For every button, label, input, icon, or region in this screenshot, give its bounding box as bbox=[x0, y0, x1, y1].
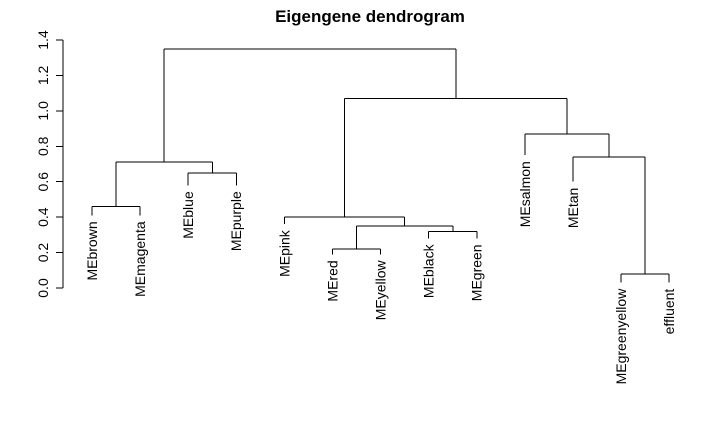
y-tick-label: 1.0 bbox=[35, 101, 51, 121]
leaf-label: MEpurple bbox=[228, 191, 244, 251]
y-axis: 0.0 0.2 0.4 0.6 0.8 1.0 1.2 1.4 bbox=[35, 30, 64, 298]
y-tick-label: 0.4 bbox=[35, 207, 51, 227]
leaf-label: MEblack bbox=[421, 243, 437, 298]
leaf-label: MEpink bbox=[276, 229, 292, 277]
leaf-label: effluent bbox=[661, 289, 677, 335]
y-tick-label: 0.6 bbox=[35, 172, 51, 192]
leaf-label: MEtan bbox=[565, 188, 581, 228]
leaf-label: MEred bbox=[324, 260, 340, 301]
y-tick-label: 0.0 bbox=[35, 278, 51, 298]
leaf-label: MEgreenyellow bbox=[613, 288, 629, 385]
y-tick-label: 1.2 bbox=[35, 65, 51, 85]
leaf-label: MEyellow bbox=[373, 259, 389, 320]
y-tick-label: 0.8 bbox=[35, 136, 51, 156]
leaf-labels: MEbrown MEmagenta MEblue MEpurple MEpink MEre… bbox=[84, 161, 677, 384]
leaf-label: MEmagenta bbox=[132, 221, 148, 297]
y-tick-label: 0.2 bbox=[35, 243, 51, 263]
y-tick-label: 1.4 bbox=[35, 30, 51, 50]
leaf-label: MEgreen bbox=[469, 244, 485, 301]
dendrogram-branches bbox=[91, 48, 670, 283]
chart-title: Eigengene dendrogram bbox=[275, 7, 465, 26]
leaf-label: MEblue bbox=[180, 191, 196, 239]
leaf-label: MEsalmon bbox=[517, 161, 533, 227]
leaf-label: MEbrown bbox=[84, 221, 100, 280]
